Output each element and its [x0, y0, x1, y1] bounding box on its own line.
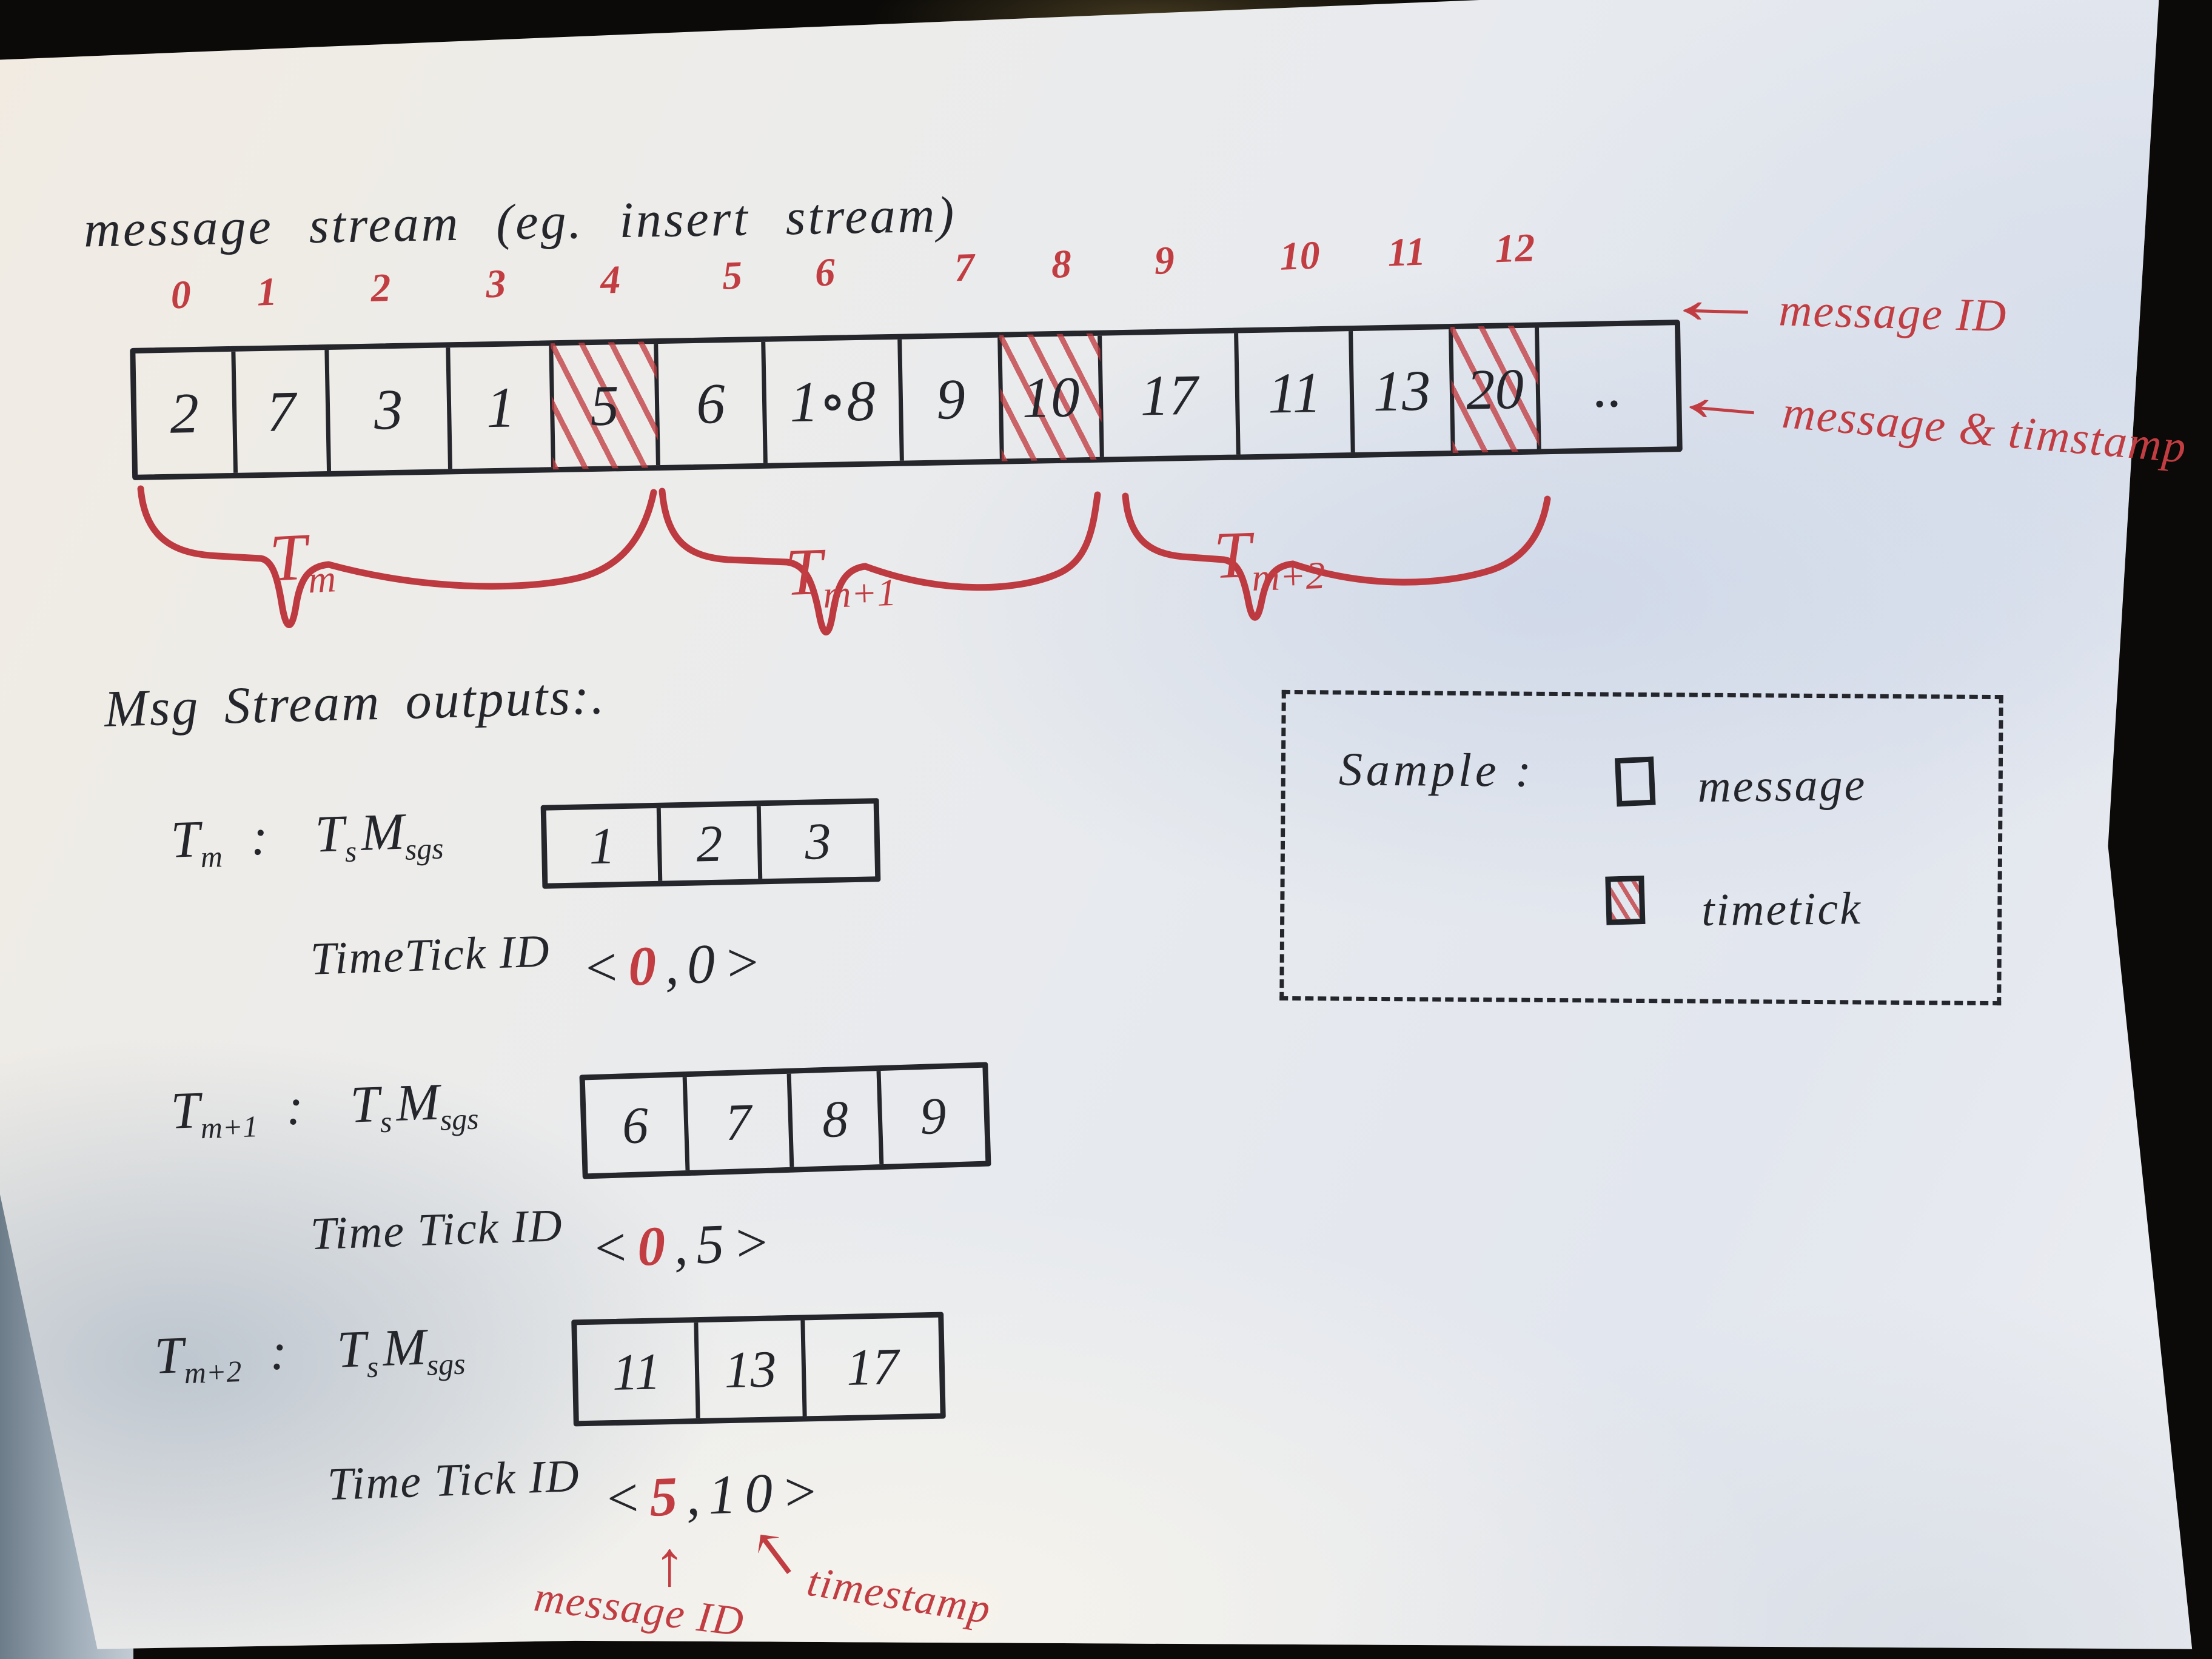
message-id: 11 — [1387, 229, 1427, 275]
row-tm2-label: Tm+2 : — [153, 1322, 289, 1390]
row-tm-values-box: 1 2 3 — [540, 798, 881, 889]
row-tm-ticklabel: TimeTick ID — [309, 925, 551, 985]
legend-message-label: message — [1697, 759, 1867, 813]
stream-cell: 1∘8 — [765, 339, 904, 463]
left-arrow-icon: ← — [1664, 352, 1781, 443]
row-tm-tsmsgs-label: TsMsgs — [314, 802, 444, 869]
row-tm2-tsmsgs-label: TsMsgs — [336, 1317, 466, 1384]
stream-cell: 9 — [902, 337, 1004, 461]
stream-cell: 11 — [1238, 331, 1355, 455]
row-tm1-ticklabel: Time Tick ID — [309, 1199, 564, 1260]
row-tm-label: Tm : — [170, 807, 269, 874]
message-id: 3 — [485, 261, 507, 307]
row-tm2-ticklabel: Time Tick ID — [326, 1450, 581, 1510]
stream-cell: 7 — [235, 349, 332, 473]
sample-legend-box: Sample : message timetick — [1279, 689, 2003, 1006]
row-tm1-tsmsgs-label: TsMsgs — [349, 1072, 480, 1139]
stream-cell: 6 — [658, 341, 768, 465]
stream-cell-timetick: 20 — [1453, 327, 1541, 451]
message-id: 5 — [721, 253, 743, 298]
row-tm1-tick-tuple: <0,5> — [590, 1210, 780, 1279]
value-cell: 7 — [686, 1073, 794, 1170]
stream-cell-timetick: 10 — [1002, 335, 1104, 459]
message-id: 2 — [370, 265, 392, 311]
stream-cell: 17 — [1102, 333, 1241, 457]
message-id: 6 — [814, 250, 836, 295]
message-id-arrow-label: message ID — [1778, 284, 2008, 342]
value-cell: 3 — [804, 811, 832, 871]
stream-cell: 13 — [1353, 329, 1455, 452]
value-cell: 2 — [660, 806, 763, 881]
timetick-swatch-icon — [1605, 875, 1646, 925]
stream-cell: 3 — [329, 347, 452, 471]
message-id: 7 — [953, 245, 976, 290]
message-id: 4 — [600, 257, 622, 303]
label-tm2: Tm+2 — [1212, 517, 1326, 600]
left-arrow-icon: ← — [1660, 257, 1772, 341]
stream-cell: 2 — [135, 351, 238, 475]
stream-cell-timetick: 5 — [553, 344, 660, 468]
message-id: 12 — [1494, 226, 1536, 272]
legend-timetick-label: timetick — [1701, 883, 1863, 936]
message-id: 8 — [1050, 241, 1073, 287]
tick-msgid-value: 0 — [636, 1214, 675, 1278]
label-tm: Tm — [267, 519, 337, 602]
message-swatch-icon — [1614, 756, 1656, 807]
stream-cell: 1 — [450, 346, 555, 469]
up-arrow-icon: ↑ — [654, 1528, 686, 1599]
row-tm1-label: Tm+1 : — [170, 1077, 305, 1145]
value-cell: 11 — [577, 1322, 700, 1421]
sample-legend-title: Sample : — [1338, 742, 1535, 797]
message-id: 0 — [170, 272, 192, 318]
row-tm-tick-tuple: <0,0> — [581, 930, 771, 999]
message-stream-cells: 2 7 3 1 5 6 1∘8 9 10 17 11 13 20 .. — [130, 320, 1683, 480]
message-id: 10 — [1279, 233, 1321, 279]
value-cell: 1 — [546, 808, 663, 883]
tick-msgid-value: 5 — [648, 1464, 687, 1528]
message-id: 9 — [1153, 238, 1176, 283]
stream-cell: .. — [1593, 354, 1623, 420]
tick-msgid-value: 0 — [627, 934, 666, 997]
up-left-arrow-icon: ↖ — [744, 1514, 807, 1592]
row-tm2-values-box: 11 13 17 — [571, 1312, 946, 1427]
value-cell: 8 — [791, 1071, 884, 1167]
message-stream-band: 0 1 2 3 4 5 6 7 8 9 10 11 12 2 7 3 1 5 6… — [129, 226, 1683, 504]
value-cell: 6 — [585, 1077, 690, 1174]
annotation-message-id: ← message ID — [1660, 256, 2008, 349]
value-cell: 13 — [698, 1320, 807, 1419]
value-cell: 9 — [919, 1086, 947, 1145]
label-tm1: Tm+1 — [783, 534, 897, 617]
row-tm1-values-box: 6 7 8 9 — [579, 1062, 991, 1179]
value-cell: 17 — [845, 1337, 899, 1396]
message-id: 1 — [256, 269, 278, 315]
